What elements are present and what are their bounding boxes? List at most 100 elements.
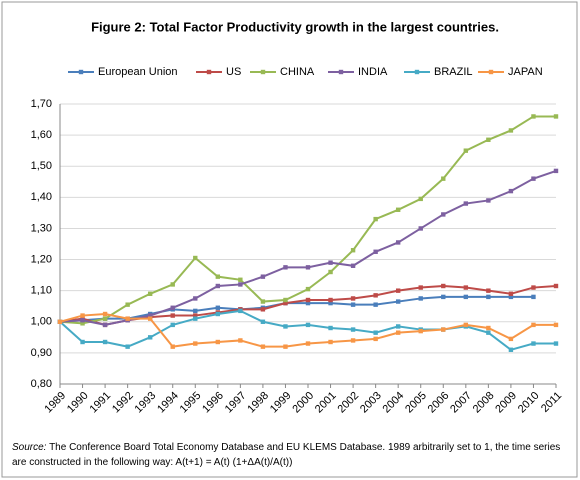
point-marker: [328, 269, 333, 275]
point-marker: [531, 294, 536, 300]
y-tick-label: 0,80: [31, 378, 52, 390]
point-marker: [260, 307, 266, 312]
chart-title: Figure 2: Total Factor Productivity grow…: [91, 19, 499, 34]
y-tick-label: 0,90: [31, 347, 52, 359]
point-marker: [373, 302, 378, 307]
point-marker: [170, 344, 175, 349]
legend-marker: [260, 69, 266, 75]
point-marker: [125, 344, 130, 349]
point-marker: [418, 285, 423, 290]
point-marker: [170, 313, 175, 318]
point-marker: [463, 285, 469, 290]
point-marker: [283, 344, 288, 349]
point-marker: [260, 344, 266, 349]
source-text: The Conference Board Total Economy Datab…: [12, 442, 561, 468]
point-marker: [283, 265, 288, 270]
point-marker: [508, 294, 514, 300]
x-tick-label: 2001: [313, 390, 339, 416]
x-tick-label: 2005: [403, 390, 429, 416]
x-tick-label: 1998: [245, 390, 271, 416]
x-tick-label: 2004: [381, 390, 407, 416]
point-marker: [260, 274, 266, 279]
x-tick-label: 2003: [358, 390, 384, 416]
point-marker: [531, 341, 536, 346]
x-tick-label: 2010: [516, 390, 542, 416]
point-marker: [531, 176, 536, 181]
point-marker: [373, 216, 378, 222]
point-marker: [125, 302, 130, 307]
point-marker: [395, 207, 401, 212]
point-marker: [80, 321, 85, 326]
point-marker: [441, 176, 446, 181]
point-marker: [463, 201, 469, 206]
point-marker: [215, 339, 221, 345]
point-marker: [193, 341, 198, 346]
point-marker: [215, 274, 221, 279]
point-marker: [486, 294, 491, 300]
point-marker: [463, 148, 469, 153]
point-marker: [170, 322, 175, 328]
x-tick-label: 2009: [493, 390, 519, 416]
point-marker: [57, 319, 63, 324]
point-marker: [553, 322, 559, 328]
point-marker: [486, 288, 491, 293]
point-marker: [305, 322, 311, 328]
point-marker: [395, 299, 401, 304]
point-marker: [441, 294, 446, 300]
point-marker: [486, 330, 491, 335]
point-marker: [395, 330, 401, 335]
point-marker: [102, 316, 108, 321]
series-line: [59, 295, 534, 323]
point-marker: [215, 283, 221, 289]
point-marker: [395, 324, 401, 329]
legend-label: US: [226, 66, 241, 78]
point-marker: [260, 319, 266, 324]
legend-label: BRAZIL: [434, 66, 473, 78]
point-marker: [350, 327, 356, 332]
legend-marker: [78, 69, 84, 75]
point-marker: [486, 137, 491, 142]
point-marker: [373, 293, 378, 298]
x-tick-label: 2007: [448, 390, 474, 416]
point-marker: [238, 308, 243, 314]
point-marker: [193, 313, 198, 318]
point-marker: [238, 277, 243, 282]
point-marker: [441, 327, 446, 332]
point-marker: [373, 336, 378, 342]
y-tick-label: 1,30: [31, 222, 52, 234]
x-tick-label: 2000: [290, 390, 316, 416]
x-tick-label: 1997: [223, 390, 249, 416]
legend-marker: [338, 69, 344, 75]
y-tick-label: 1,70: [31, 98, 52, 110]
point-marker: [193, 308, 198, 314]
point-marker: [147, 291, 153, 296]
legend-label: JAPAN: [508, 66, 543, 78]
point-marker: [508, 291, 514, 296]
point-marker: [531, 114, 536, 119]
point-marker: [350, 263, 356, 268]
point-marker: [350, 338, 356, 343]
x-tick-label: 1990: [65, 390, 91, 416]
point-marker: [260, 299, 266, 304]
point-marker: [418, 328, 423, 334]
x-tick-label: 2002: [335, 390, 361, 416]
legend-label: INDIA: [358, 66, 388, 78]
point-marker: [531, 322, 536, 328]
point-marker: [328, 260, 333, 265]
point-marker: [441, 212, 446, 217]
legend-marker: [206, 69, 212, 75]
point-marker: [283, 297, 288, 303]
point-marker: [193, 255, 198, 261]
point-marker: [441, 283, 446, 289]
point-marker: [553, 341, 559, 346]
point-marker: [283, 324, 288, 329]
y-tick-label: 1,00: [31, 316, 52, 328]
point-marker: [215, 311, 221, 317]
x-tick-label: 1993: [133, 390, 159, 416]
y-tick-label: 1,50: [31, 160, 52, 172]
point-marker: [305, 341, 311, 346]
x-tick-label: 1992: [110, 390, 136, 416]
point-marker: [486, 325, 491, 331]
x-tick-label: 2011: [539, 390, 564, 415]
